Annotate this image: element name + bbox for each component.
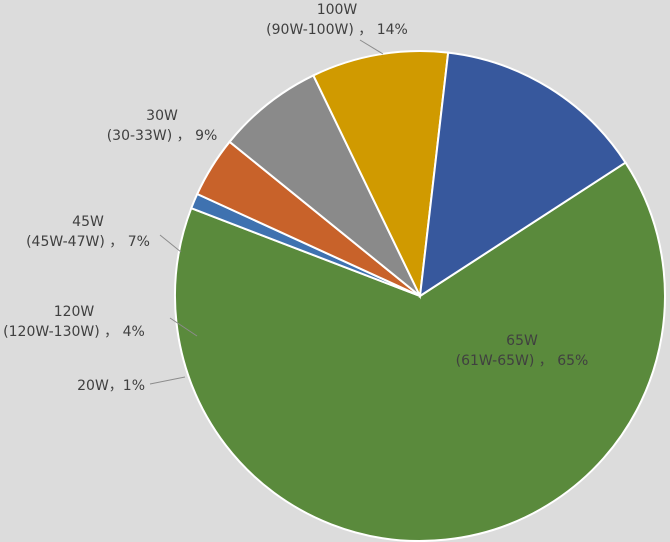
slice-sublabel-45w: (45W-47W) ， 7% (26, 234, 150, 250)
leader-line-120w (169, 317, 198, 337)
slice-label-65w: 65W (506, 333, 538, 349)
leader-line-100w (359, 39, 384, 55)
slice-sublabel-30w: (30-33W) ， 9% (107, 128, 218, 144)
slice-label-120w: 120W (54, 304, 95, 320)
pie-slice-100w (418, 51, 627, 298)
slice-label-20w: 20W，1% (77, 378, 145, 394)
slice-label-100w: 100W (317, 2, 358, 18)
slice-sublabel-100w: (90W-100W) ， 14% (266, 22, 408, 38)
leader-line-20w (149, 376, 186, 385)
leader-line-45w (159, 234, 182, 253)
slice-sublabel-65w: (61W-65W) ， 65% (456, 353, 589, 369)
slice-label-30w: 30W (146, 108, 178, 124)
slice-label-45w: 45W (72, 214, 104, 230)
slice-sublabel-120w: (120W-130W) ， 4% (3, 324, 145, 340)
pie-slice-30w (312, 50, 450, 300)
pie-slice-45w (228, 74, 421, 297)
pie-slice-65w (174, 161, 666, 542)
